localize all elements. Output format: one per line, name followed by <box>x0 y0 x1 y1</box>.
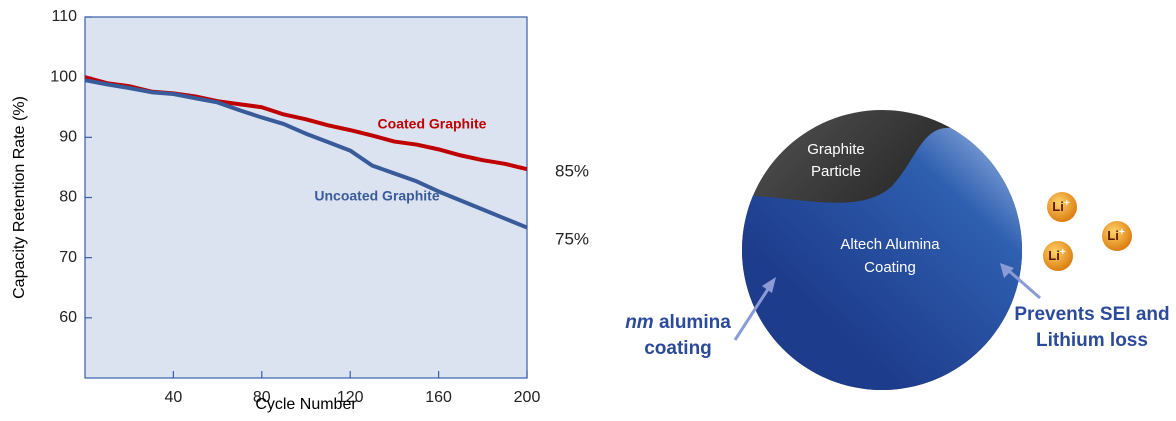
li-ion-symbol: Li <box>1048 248 1060 263</box>
left-note-italic: nm <box>625 312 654 333</box>
x-tick-label: 40 <box>165 389 183 406</box>
li-ion-symbol: Li <box>1107 228 1119 243</box>
li-ion-charge: + <box>1060 247 1066 258</box>
x-tick-label: 200 <box>514 389 541 406</box>
li-ion-symbol: Li <box>1052 199 1064 214</box>
coating-label: Altech Alumina <box>840 236 940 253</box>
ions: Li+Li+Li+ <box>1043 192 1132 271</box>
y-tick-label: 60 <box>59 309 77 326</box>
diagram: Graphite Particle Altech Alumina Coating… <box>625 108 1169 400</box>
left-note: coating <box>644 338 712 359</box>
x-tick-label: 160 <box>425 389 452 406</box>
particle-label: Graphite <box>807 141 865 158</box>
y-tick-label: 90 <box>59 129 77 146</box>
y-tick-label: 80 <box>59 189 77 206</box>
plot-area <box>85 17 527 378</box>
end-annotation: 75% <box>555 229 589 248</box>
y-axis-label: Capacity Retention Rate (%) <box>11 96 28 299</box>
y-tick-label: 100 <box>50 68 77 85</box>
li-ion-charge: + <box>1119 227 1125 238</box>
li-ion-charge: + <box>1064 198 1070 209</box>
series-label: Uncoated Graphite <box>314 188 439 204</box>
left-note-rest: alumina <box>654 312 732 333</box>
particle-label: Particle <box>811 163 861 180</box>
y-tick-label: 70 <box>59 249 77 266</box>
right-note: Prevents SEI and <box>1014 304 1169 325</box>
y-tick-label: 110 <box>51 8 77 25</box>
series-label: Coated Graphite <box>378 116 487 132</box>
right-note: Lithium loss <box>1036 330 1148 351</box>
end-annotation: 85% <box>555 161 589 180</box>
page: 607080901001104080120160200Cycle NumberC… <box>0 0 1176 416</box>
x-axis-label: Cycle Number <box>255 396 357 413</box>
left-note: nm alumina <box>625 312 731 333</box>
coating-label: Coating <box>864 259 916 276</box>
